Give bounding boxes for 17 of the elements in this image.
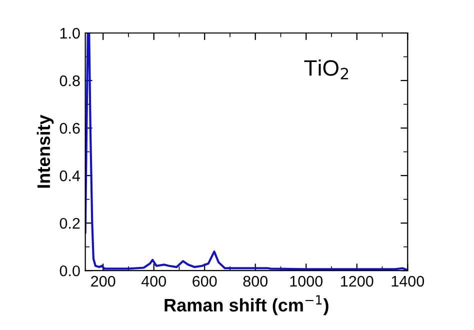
y-tick-label: 1.0 — [60, 28, 80, 39]
x-tick-label: 800 — [243, 276, 268, 287]
x-tick-label: 1200 — [341, 276, 374, 287]
x-tick-label: 1400 — [392, 276, 424, 287]
annotation: TiO$_{2}$ — [304, 60, 348, 80]
y-tick-label: 0.8 — [60, 75, 80, 86]
x-tick-label: 1000 — [290, 276, 323, 287]
x-tick-label: 200 — [91, 276, 116, 287]
y-axis-title: Intensity — [36, 114, 54, 188]
x-axis-title: Raman shift (cm$^{−1}$) — [164, 295, 328, 316]
x-tick-label: 600 — [192, 276, 217, 287]
y-tick-label: 0.6 — [60, 122, 80, 134]
y-tick-label: 0.2 — [60, 218, 80, 229]
y-tick-label: 0.4 — [60, 170, 80, 182]
y-tick-label: 0.0 — [60, 265, 80, 276]
line-series — [85, 33, 408, 271]
x-tick-label: 400 — [141, 276, 166, 287]
